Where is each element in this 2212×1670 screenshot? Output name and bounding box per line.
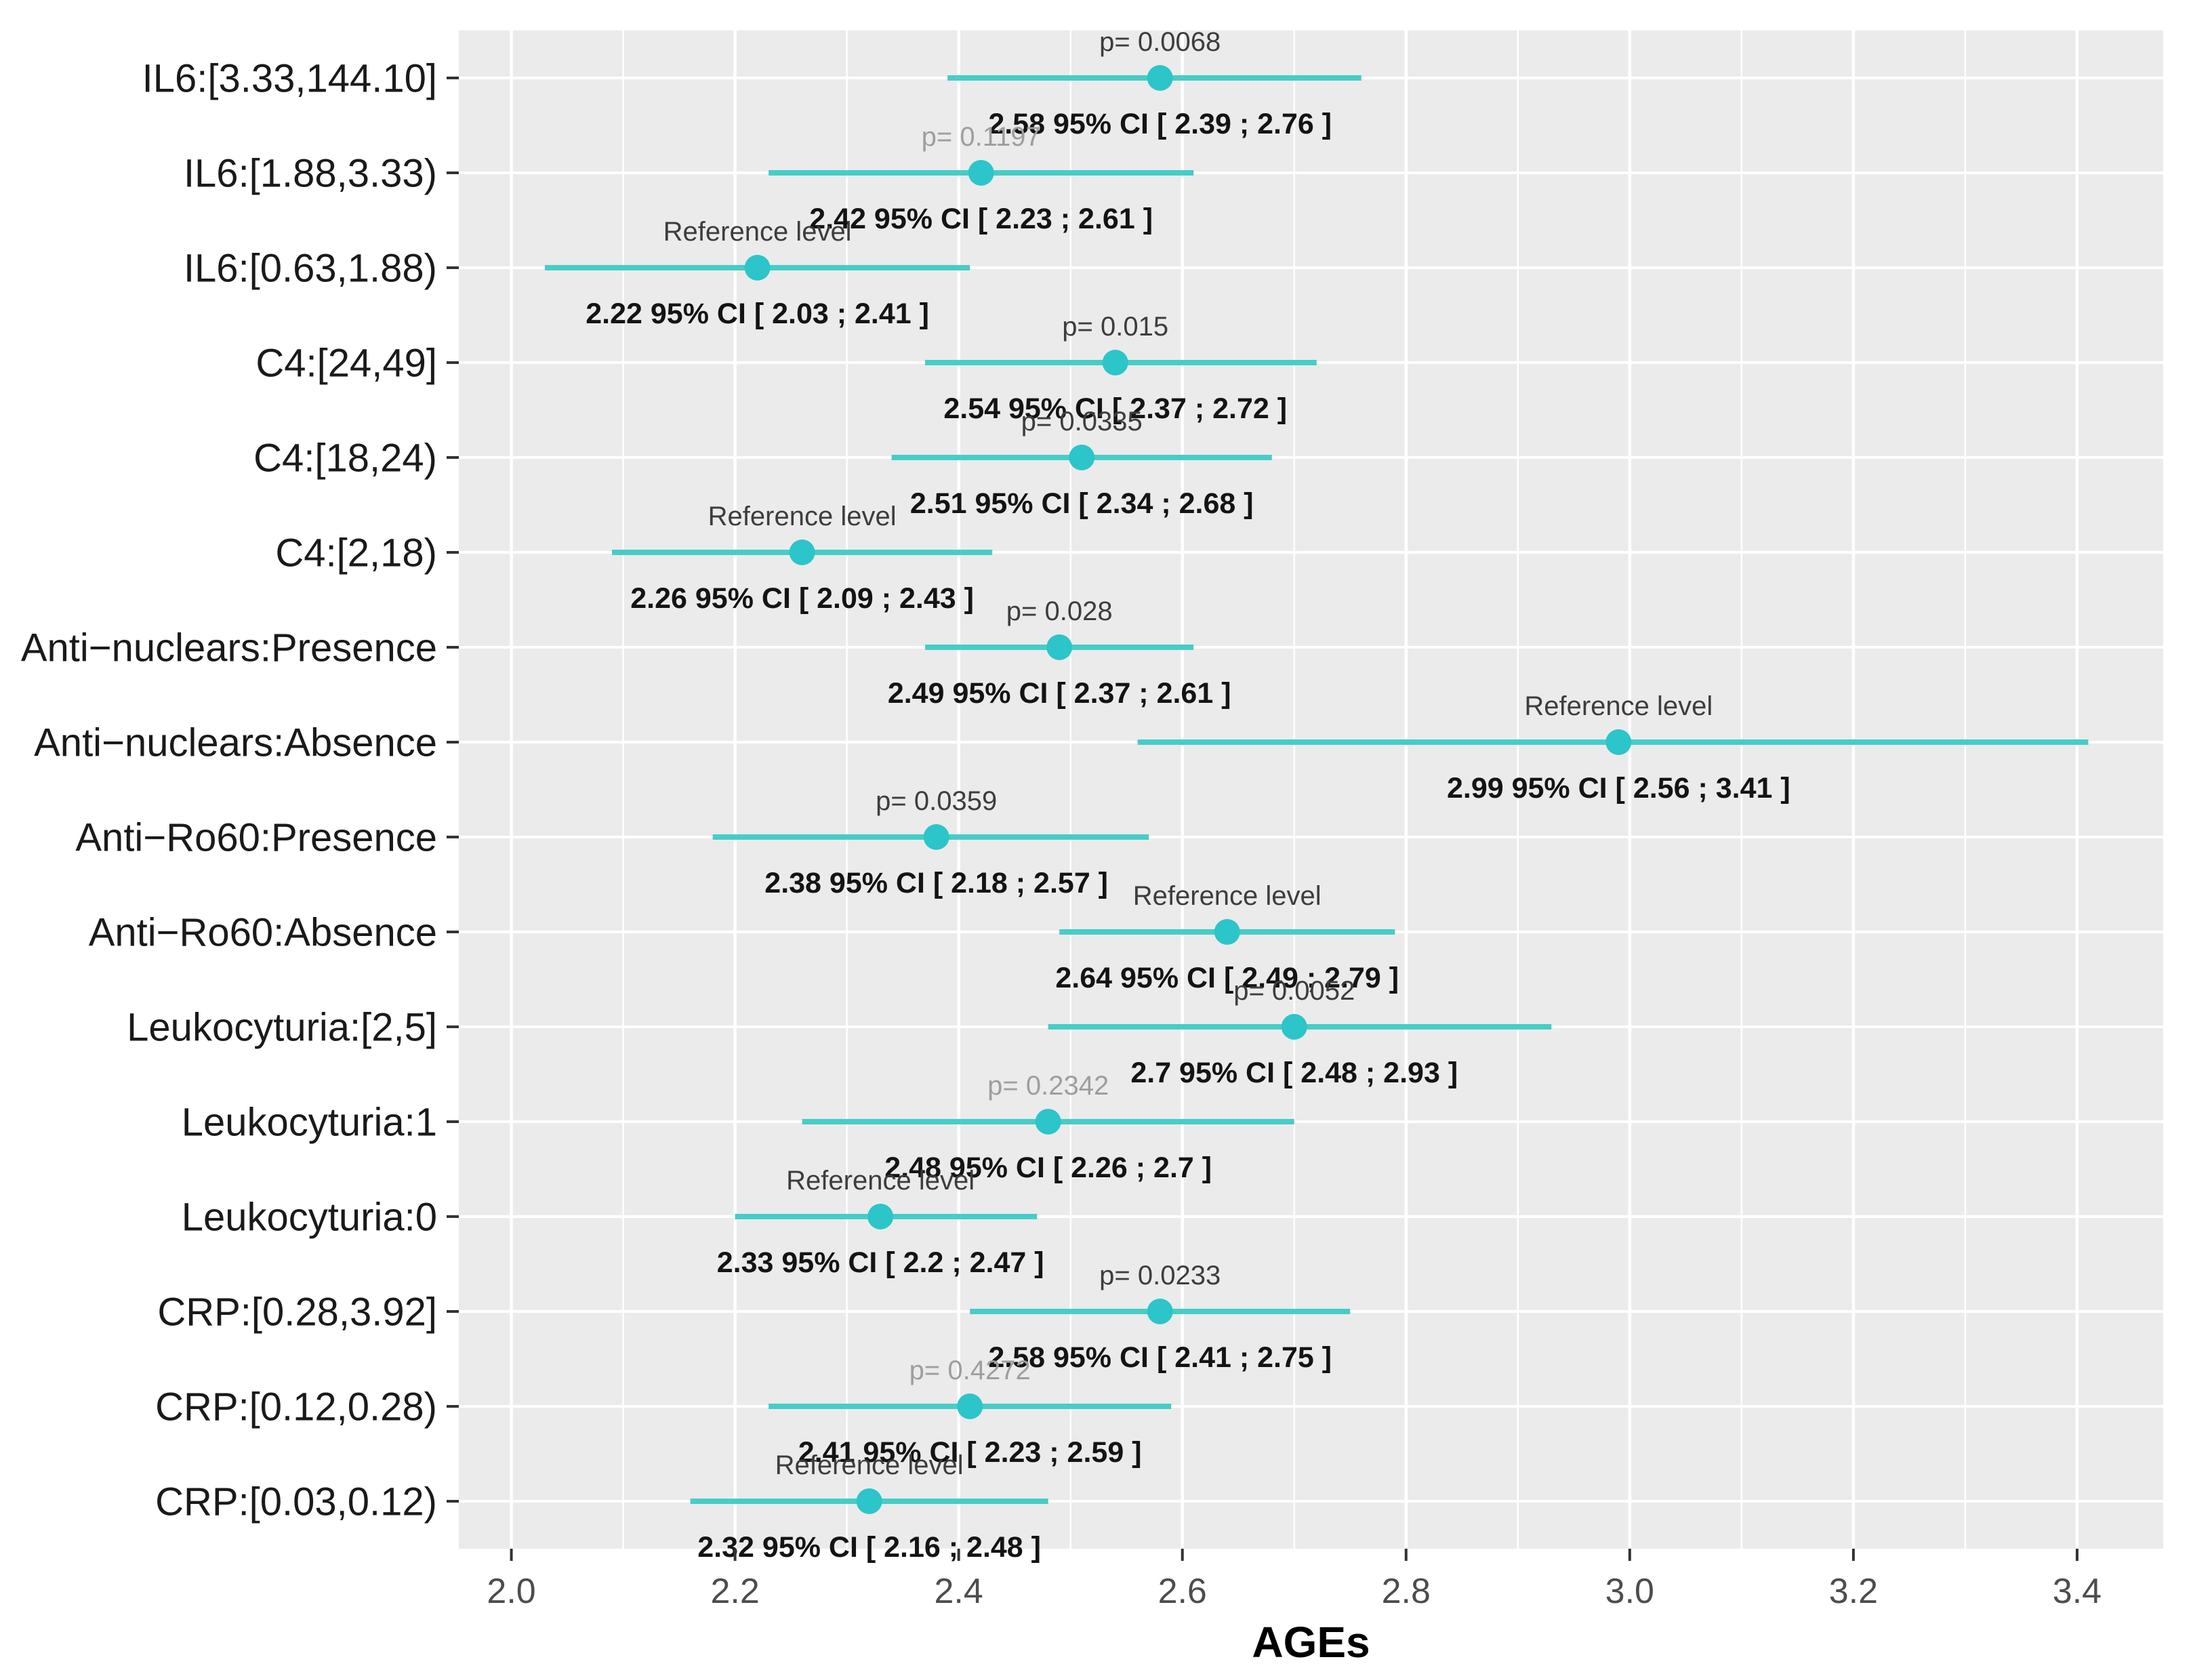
- ci-label: 2.38 95% CI [ 2.18 ; 2.57 ]: [764, 867, 1108, 899]
- x-axis-title: AGEs: [1252, 1618, 1370, 1667]
- ci-label: 2.33 95% CI [ 2.2 ; 2.47 ]: [717, 1246, 1044, 1279]
- estimate-point: [789, 539, 815, 565]
- estimate-point: [867, 1204, 894, 1229]
- p-value-label: p= 0.0052: [1233, 976, 1355, 1006]
- reference-level-label: Reference level: [708, 502, 897, 531]
- p-value-label: p= 0.028: [1006, 596, 1113, 626]
- y-axis-label: IL6:[0.63,1.88): [184, 246, 437, 290]
- x-axis-tick-label: 2.6: [1158, 1572, 1207, 1611]
- x-axis-tick-label: 3.0: [1605, 1572, 1654, 1611]
- plot-panel-background: [459, 30, 2163, 1549]
- p-value-label: p= 0.1197: [922, 122, 1041, 152]
- ci-label: 2.42 95% CI [ 2.23 ; 2.61 ]: [809, 203, 1153, 235]
- p-value-label: p= 0.0359: [876, 786, 997, 816]
- ci-label: 2.22 95% CI [ 2.03 ; 2.41 ]: [586, 298, 929, 330]
- p-value-label: p= 0.2342: [987, 1071, 1109, 1101]
- y-axis-label: Leukocyturia:1: [182, 1100, 437, 1144]
- reference-level-label: Reference level: [786, 1166, 975, 1196]
- x-axis-tick-label: 2.2: [710, 1572, 759, 1611]
- estimate-point: [1281, 1014, 1307, 1040]
- x-axis-tick-label: 2.4: [935, 1572, 983, 1611]
- y-axis-label: C4:[24,49]: [255, 341, 437, 385]
- ci-label: 2.58 95% CI [ 2.41 ; 2.75 ]: [988, 1341, 1332, 1374]
- reference-level-label: Reference level: [1524, 691, 1713, 721]
- y-axis-label: C4:[18,24): [253, 436, 437, 480]
- estimate-point: [1214, 919, 1240, 945]
- ci-label: 2.48 95% CI [ 2.26 ; 2.7 ]: [884, 1152, 1212, 1184]
- ci-label: 2.41 95% CI [ 2.23 ; 2.59 ]: [798, 1436, 1142, 1469]
- estimate-point: [1046, 634, 1073, 660]
- y-axis-label: Anti−Ro60:Presence: [75, 815, 437, 859]
- y-axis-label: Leukocyturia:0: [182, 1195, 437, 1239]
- ci-label: 2.58 95% CI [ 2.39 ; 2.76 ]: [988, 108, 1332, 140]
- y-axis-label: CRP:[0.12,0.28): [155, 1385, 437, 1429]
- estimate-point: [1147, 65, 1173, 91]
- x-axis-tick-label: 2.0: [487, 1572, 535, 1611]
- estimate-point: [1147, 1299, 1173, 1324]
- estimate-point: [968, 160, 994, 186]
- y-axis-label: IL6:[3.33,144.10]: [142, 56, 437, 100]
- y-axis-label: C4:[2,18): [275, 531, 437, 575]
- ci-label: 2.26 95% CI [ 2.09 ; 2.43 ]: [630, 582, 974, 615]
- reference-level-label: Reference level: [775, 1450, 964, 1480]
- y-axis-label: Anti−Ro60:Absence: [89, 910, 437, 954]
- p-value-label: p= 0.015: [1062, 312, 1168, 342]
- ci-label: 2.54 95% CI [ 2.37 ; 2.72 ]: [943, 392, 1287, 425]
- y-axis-label: CRP:[0.03,0.12): [155, 1480, 437, 1524]
- estimate-point: [1035, 1109, 1061, 1135]
- ci-label: 2.7 95% CI [ 2.48 ; 2.93 ]: [1130, 1057, 1458, 1089]
- p-value-label: p= 0.0335: [1021, 407, 1143, 436]
- y-axis-label: Leukocyturia:[2,5]: [127, 1005, 437, 1049]
- estimate-point: [923, 824, 949, 850]
- p-value-label: p= 0.4272: [909, 1356, 1031, 1385]
- x-axis-tick-label: 3.4: [2053, 1572, 2102, 1611]
- ci-label: 2.51 95% CI [ 2.34 ; 2.68 ]: [910, 487, 1254, 520]
- ci-label: 2.32 95% CI [ 2.16 ; 2.48 ]: [697, 1531, 1041, 1564]
- reference-level-label: Reference level: [1133, 881, 1322, 911]
- estimate-point: [1605, 729, 1632, 755]
- p-value-label: p= 0.0233: [1099, 1261, 1221, 1290]
- p-value-label: p= 0.0068: [1099, 27, 1221, 57]
- ci-label: 2.64 95% CI [ 2.49 ; 2.79 ]: [1055, 962, 1399, 994]
- x-axis-tick-label: 2.8: [1382, 1572, 1431, 1611]
- reference-level-label: Reference level: [663, 217, 852, 247]
- y-axis-label: IL6:[1.88,3.33): [184, 151, 437, 195]
- estimate-point: [957, 1393, 983, 1419]
- ci-label: 2.49 95% CI [ 2.37 ; 2.61 ]: [888, 677, 1231, 710]
- estimate-point: [856, 1488, 882, 1514]
- ci-label: 2.99 95% CI [ 2.56 ; 3.41 ]: [1447, 772, 1790, 805]
- y-axis-label: Anti−nuclears:Absence: [34, 720, 437, 765]
- y-axis-label: Anti−nuclears:Presence: [21, 626, 437, 670]
- x-axis-tick-label: 3.2: [1829, 1572, 1878, 1611]
- estimate-point: [744, 255, 771, 281]
- estimate-point: [1069, 445, 1095, 470]
- estimate-point: [1102, 350, 1128, 375]
- y-axis-label: CRP:[0.28,3.92]: [157, 1290, 437, 1334]
